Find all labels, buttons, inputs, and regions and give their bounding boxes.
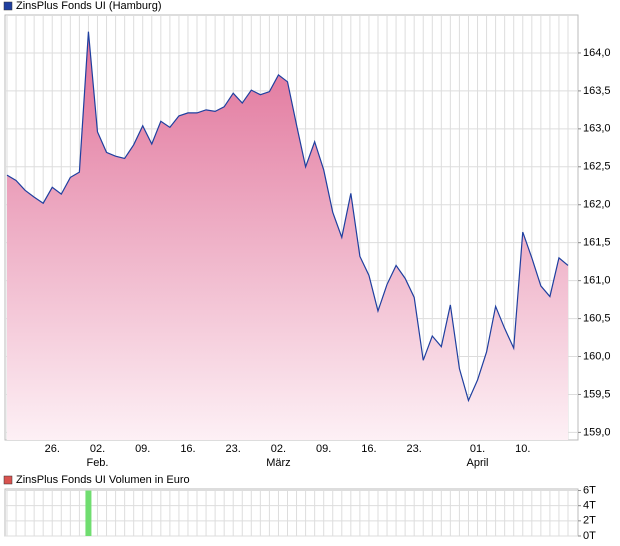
- plot-area: [4, 488, 579, 537]
- x-tick-label: 16.: [361, 443, 376, 455]
- y-tick-label: 2T: [583, 515, 596, 527]
- y-tick-label: 0T: [583, 530, 596, 542]
- y-tick-label: 6T: [583, 484, 596, 496]
- y-tick-label: 4T: [583, 500, 596, 512]
- x-tick-label: 09.: [316, 443, 331, 455]
- x-tick-label: 26.: [45, 443, 60, 455]
- x-month-label: April: [467, 457, 489, 469]
- volume-bar: [85, 490, 92, 536]
- y-tick-label: 160,0: [583, 350, 611, 362]
- x-tick-label: 23.: [407, 443, 422, 455]
- y-tick-label: 160,5: [583, 312, 611, 324]
- y-tick-label: 162,5: [583, 161, 611, 173]
- y-tick-label: 161,5: [583, 237, 611, 249]
- x-tick-label: 16.: [180, 443, 195, 455]
- price-line: [6, 31, 569, 403]
- legend-label: ZinsPlus Fonds UI (Hamburg): [16, 0, 162, 12]
- y-tick-label: 159,0: [583, 426, 611, 438]
- x-tick-label: 02.: [271, 443, 286, 455]
- x-tick-label: 01.: [470, 443, 485, 455]
- area-fill: [7, 31, 568, 440]
- x-tick-label: 23.: [226, 443, 241, 455]
- x-month-label: März: [266, 457, 290, 469]
- x-month-label: Feb.: [86, 457, 108, 469]
- y-tick-label: 162,0: [583, 199, 611, 211]
- x-tick-label: 09.: [135, 443, 150, 455]
- x-tick-label: 02.: [90, 443, 105, 455]
- y-tick-label: 159,5: [583, 388, 611, 400]
- y-tick-label: 164,0: [583, 47, 611, 59]
- x-tick-label: 10.: [515, 443, 530, 455]
- legend-swatch: [3, 475, 13, 485]
- legend-label: ZinsPlus Fonds UI Volumen in Euro: [16, 474, 190, 486]
- y-tick-label: 163,5: [583, 85, 611, 97]
- y-tick-label: 161,0: [583, 275, 611, 287]
- y-tick-label: 163,0: [583, 123, 611, 135]
- legend-swatch: [3, 1, 13, 11]
